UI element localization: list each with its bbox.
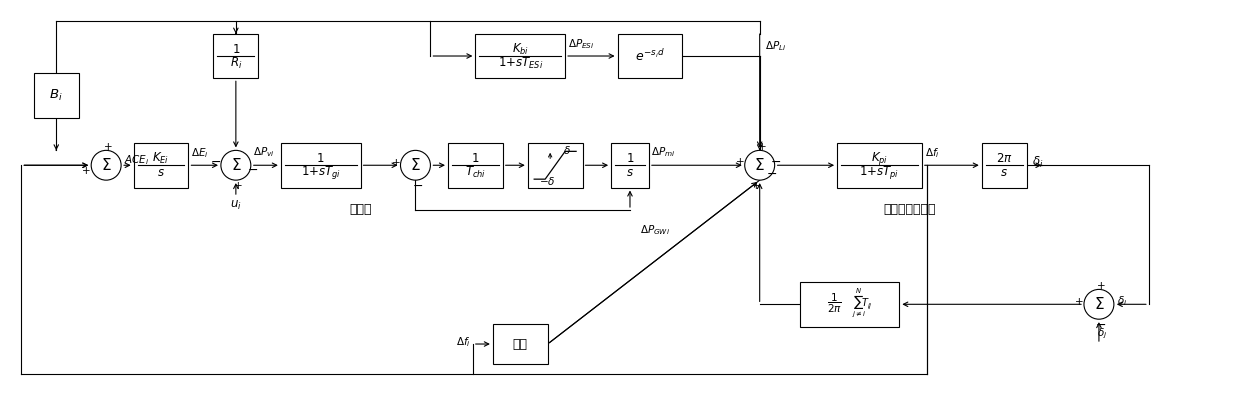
Text: $1{+}sT_{gi}$: $1{+}sT_{gi}$ [300,164,341,181]
Text: $\Sigma$: $\Sigma$ [1094,296,1105,312]
FancyBboxPatch shape [492,324,548,364]
Text: $1$: $1$ [471,152,480,165]
Text: $s$: $s$ [1001,166,1008,179]
Text: $K_{bi}$: $K_{bi}$ [512,42,528,57]
FancyBboxPatch shape [448,143,502,188]
FancyBboxPatch shape [134,143,188,188]
Text: $\dfrac{1}{2\pi}$: $\dfrac{1}{2\pi}$ [827,292,842,315]
Text: $s$: $s$ [157,166,165,179]
Text: 旋转设备及负荷: 旋转设备及负荷 [883,203,936,216]
Text: $1$: $1$ [232,43,241,56]
Text: $+$: $+$ [751,180,760,191]
Text: $-$: $-$ [211,155,222,168]
Text: $\delta_i$: $\delta_i$ [1032,155,1043,170]
Text: $\Delta f_i$: $\Delta f_i$ [925,147,940,160]
FancyBboxPatch shape [213,34,258,78]
Text: $-$: $-$ [247,163,258,176]
Text: $ACE_i$: $ACE_i$ [124,153,150,167]
FancyBboxPatch shape [800,282,899,327]
Text: $1{+}sT_{ESi}$: $1{+}sT_{ESi}$ [497,56,543,71]
Text: $\Delta E_i$: $\Delta E_i$ [191,147,210,160]
Text: $1$: $1$ [626,152,634,165]
Text: $B_i$: $B_i$ [50,88,63,103]
Text: $K_{pi}$: $K_{pi}$ [870,150,888,167]
Text: $+$: $+$ [1096,280,1106,291]
Text: $\Delta P_{GWi}$: $\Delta P_{GWi}$ [640,223,670,237]
Text: $T_{chi}$: $T_{chi}$ [465,165,486,180]
Text: $+$: $+$ [391,157,401,168]
FancyBboxPatch shape [618,34,682,78]
Text: $\delta_i$: $\delta_i$ [1117,294,1127,308]
Text: $-$: $-$ [766,167,777,180]
FancyBboxPatch shape [837,143,921,188]
FancyBboxPatch shape [280,143,361,188]
Circle shape [401,150,430,180]
Text: $\Sigma$: $\Sigma$ [410,157,420,173]
Text: $\Delta P_{mi}$: $\Delta P_{mi}$ [651,145,676,159]
Text: $\Delta P_{ESi}$: $\Delta P_{ESi}$ [568,37,595,51]
Circle shape [92,150,122,180]
Text: 调速器: 调速器 [350,203,372,216]
FancyBboxPatch shape [33,73,78,118]
FancyBboxPatch shape [475,34,565,78]
Text: $-$: $-$ [1095,318,1106,330]
Text: $+$: $+$ [1074,296,1084,307]
Text: $+$: $+$ [103,141,113,152]
Circle shape [745,150,775,180]
FancyBboxPatch shape [611,143,649,188]
Text: $+$: $+$ [756,141,766,152]
Text: $1$: $1$ [316,152,325,165]
Text: $\Delta P_{vi}$: $\Delta P_{vi}$ [253,145,274,159]
Text: $R_i$: $R_i$ [229,56,242,71]
Text: $-\delta$: $-\delta$ [539,175,556,187]
Text: $\Sigma$: $\Sigma$ [754,157,765,173]
Text: $\Delta P_{Li}$: $\Delta P_{Li}$ [765,39,786,53]
Circle shape [1084,290,1114,319]
Text: $+$: $+$ [735,156,744,167]
Text: $+$: $+$ [82,165,91,176]
Text: $\Sigma$: $\Sigma$ [100,157,112,173]
Text: $e^{-s_id}$: $e^{-s_id}$ [635,48,665,64]
Text: $s$: $s$ [626,166,634,179]
Text: $\delta$: $\delta$ [563,144,572,156]
Text: $2\pi$: $2\pi$ [996,152,1013,165]
Text: $-$: $-$ [770,155,781,168]
Text: $\Delta f_i$: $\Delta f_i$ [456,335,471,349]
Text: $\sum_{\,j\neq i}^{N}\!\!T_{ij}$: $\sum_{\,j\neq i}^{N}\!\!T_{ij}$ [851,287,873,320]
Text: $-$: $-$ [412,179,423,192]
Text: $1{+}sT_{pi}$: $1{+}sT_{pi}$ [859,164,899,181]
Text: $\Sigma$: $\Sigma$ [231,157,241,173]
Text: $+$: $+$ [233,180,243,191]
Text: 风机: 风机 [512,337,528,350]
Text: $u_i$: $u_i$ [229,198,242,211]
FancyBboxPatch shape [982,143,1027,188]
Circle shape [221,150,250,180]
FancyBboxPatch shape [528,143,583,188]
Text: $\delta_j$: $\delta_j$ [1096,327,1107,341]
Text: $K_{Ei}$: $K_{Ei}$ [153,151,170,166]
